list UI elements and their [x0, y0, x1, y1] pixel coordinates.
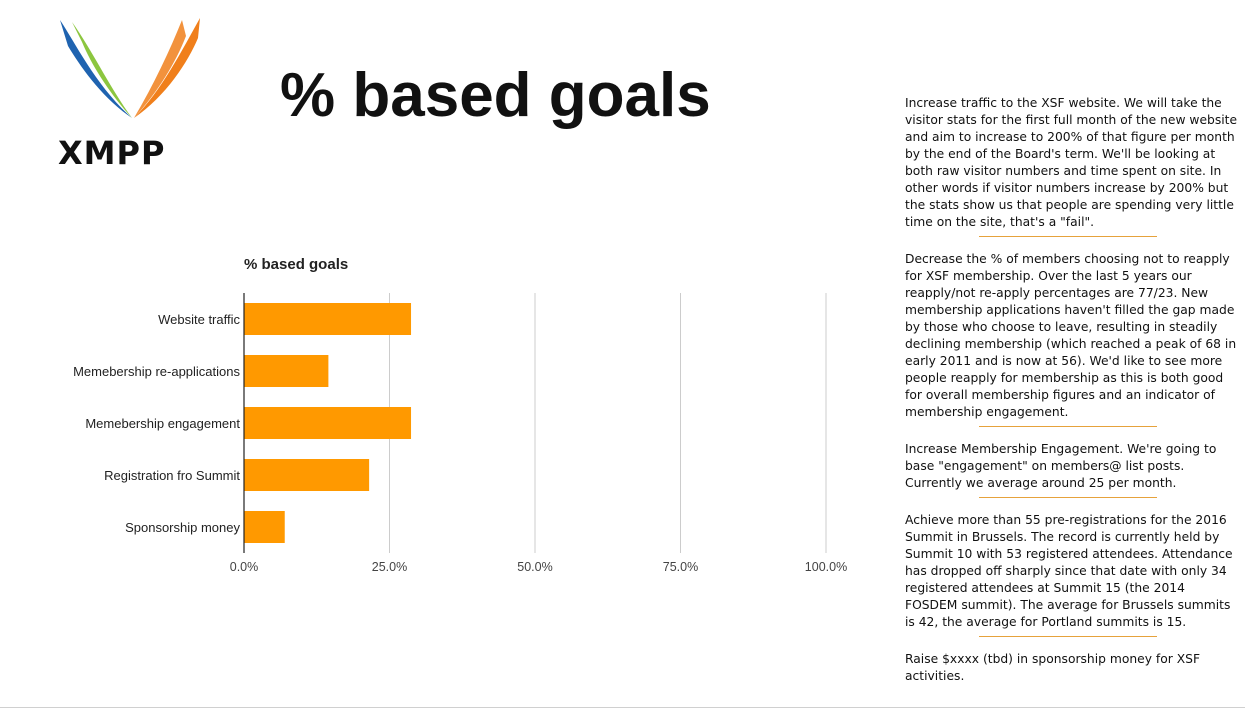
x-tick-label: 75.0% — [663, 560, 698, 574]
logo-text: XMPP — [58, 134, 166, 172]
y-category-label: Memebership re-applications — [73, 364, 240, 379]
y-category-label: Registration fro Summit — [104, 468, 240, 483]
x-tick-label: 50.0% — [517, 560, 552, 574]
bar — [244, 459, 370, 491]
bar — [244, 303, 412, 335]
y-category-label: Website traffic — [158, 312, 240, 327]
note-membership-reapply: Decrease the % of members choosing not t… — [905, 252, 1237, 419]
xmpp-logo-mark — [60, 18, 200, 118]
note-website-traffic: Increase traffic to the XSF website. We … — [905, 96, 1238, 229]
bar — [244, 511, 285, 543]
note-membership-engagement: Increase Membership Engagement. We're go… — [905, 442, 1217, 490]
bar — [244, 355, 329, 387]
goal-notes: Increase traffic to the XSF website. We … — [905, 95, 1241, 685]
note-summit-registration: Achieve more than 55 pre-registrations f… — [905, 513, 1233, 629]
note-divider — [979, 426, 1157, 427]
xmpp-logo: XMPP — [58, 16, 208, 172]
chart-canvas: % based goals 0.0% 25.0% 50.0% 75.0% 100.0% We… — [73, 256, 847, 574]
bar — [244, 407, 412, 439]
slide-title: % based goals — [280, 61, 711, 130]
x-tick-label: 0.0% — [230, 560, 259, 574]
chart-title: % based goals — [244, 256, 348, 273]
note-sponsorship: Raise $xxxx (tbd) in sponsorship money f… — [905, 652, 1201, 683]
bottom-rule — [0, 707, 1245, 708]
y-category-label: Memebership engagement — [85, 416, 240, 431]
note-divider — [979, 636, 1157, 637]
note-divider — [979, 497, 1157, 498]
x-tick-label: 100.0% — [805, 560, 847, 574]
note-divider — [979, 236, 1157, 237]
x-tick-label: 25.0% — [372, 560, 407, 574]
y-category-label: Sponsorship money — [125, 520, 240, 535]
bar-chart: % based goals 0.0% 25.0% 50.0% 75.0% 100.0% We… — [40, 245, 880, 595]
